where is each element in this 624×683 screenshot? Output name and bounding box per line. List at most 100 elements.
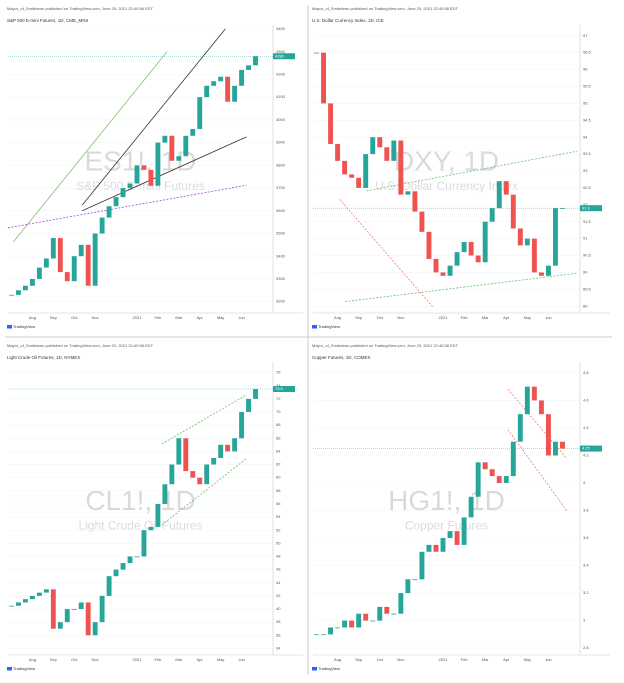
candle xyxy=(253,388,258,399)
y-tick-label: 3200 xyxy=(276,299,286,304)
x-tick-label: Sep xyxy=(355,315,363,320)
trend-line xyxy=(339,199,434,308)
candle xyxy=(524,386,530,415)
candle xyxy=(314,52,319,54)
y-tick-label: 74 xyxy=(276,383,281,388)
candle xyxy=(496,181,502,209)
watermark: ES1!, 1D xyxy=(84,145,196,176)
y-tick-label: 95.5 xyxy=(583,84,592,89)
candle xyxy=(433,544,439,552)
x-tick-label: Aug xyxy=(334,657,341,662)
candle xyxy=(475,462,481,497)
y-tick-label: 46 xyxy=(276,567,281,572)
candle xyxy=(335,143,341,161)
candle xyxy=(64,609,70,623)
y-tick-label: 3500 xyxy=(276,231,286,236)
x-tick-label: Feb xyxy=(461,657,469,662)
candle xyxy=(127,556,133,564)
candle xyxy=(356,177,362,188)
candle xyxy=(22,285,28,291)
candle xyxy=(43,258,49,268)
y-tick-label: 4.6 xyxy=(583,397,589,402)
x-tick-label: Apr xyxy=(503,657,510,662)
last-price-box xyxy=(580,445,602,452)
candle xyxy=(197,477,203,485)
x-tick-label: Nov xyxy=(92,315,99,320)
y-tick-label: 89.5 xyxy=(583,286,592,291)
candle xyxy=(169,464,175,485)
candle xyxy=(148,526,154,531)
candle xyxy=(363,154,369,188)
x-tick-label: Feb xyxy=(154,315,162,320)
watermark-name: U.S. Dollar Currency Index xyxy=(375,179,518,193)
last-price-label: 73.5 xyxy=(275,386,284,391)
candle xyxy=(503,476,509,483)
candle xyxy=(176,156,182,161)
y-tick-label: 2.8 xyxy=(583,645,589,650)
source-logo xyxy=(312,667,317,671)
candle xyxy=(489,208,495,222)
y-tick-label: 64 xyxy=(276,448,281,453)
x-tick-label: Nov xyxy=(397,657,404,662)
y-tick-label: 3.2 xyxy=(583,590,589,595)
x-tick-label: Jun xyxy=(545,657,551,662)
candle xyxy=(225,444,231,452)
y-tick-label: 93 xyxy=(583,168,588,173)
y-tick-label: 91 xyxy=(583,236,588,241)
candle xyxy=(489,469,495,477)
x-tick-label: May xyxy=(217,315,225,320)
source-label: TradingView xyxy=(13,324,35,329)
source-logo xyxy=(312,325,317,329)
source-logo xyxy=(7,667,12,671)
candle xyxy=(405,191,411,195)
candle xyxy=(468,242,474,256)
watermark: HG1!, 1D xyxy=(388,485,505,516)
candle xyxy=(120,563,126,570)
candle xyxy=(71,609,77,610)
y-tick-label: 93.5 xyxy=(583,151,592,156)
chart-title: Copper Futures, 1D, COMEX xyxy=(312,355,371,360)
candle xyxy=(183,135,189,157)
y-tick-label: 44 xyxy=(276,580,281,585)
y-tick-label: 52 xyxy=(276,527,281,532)
candle xyxy=(148,169,154,186)
candle xyxy=(321,634,327,636)
x-tick-label: Mar xyxy=(482,657,490,662)
candle xyxy=(9,605,14,607)
y-tick-label: 40 xyxy=(276,606,281,611)
candle xyxy=(36,267,42,279)
x-tick-label: Apr xyxy=(197,657,204,662)
candle xyxy=(426,544,432,552)
y-tick-label: 60 xyxy=(276,475,281,480)
candle xyxy=(496,476,502,483)
candle xyxy=(335,627,341,629)
watermark-name: Light Crude Oil Futures xyxy=(78,519,202,533)
candle xyxy=(391,140,397,161)
y-tick-label: 4.8 xyxy=(583,370,589,375)
y-tick-label: 89 xyxy=(583,303,588,308)
candle xyxy=(204,464,210,485)
y-tick-label: 3.4 xyxy=(583,563,589,568)
candle xyxy=(468,496,474,518)
candle xyxy=(246,65,251,70)
candle xyxy=(545,265,551,276)
x-tick-label: Oct xyxy=(71,315,78,320)
y-tick-label: 66 xyxy=(276,435,281,440)
candle xyxy=(447,265,453,276)
candle xyxy=(218,76,224,82)
x-tick-label: May xyxy=(524,315,532,320)
y-tick-label: 3900 xyxy=(276,140,286,145)
y-tick-label: 3.8 xyxy=(583,508,589,513)
candle xyxy=(99,595,105,623)
candle xyxy=(113,197,119,207)
candle xyxy=(349,174,355,178)
trend-line xyxy=(81,28,226,206)
candle xyxy=(412,191,418,212)
last-price-box xyxy=(580,205,602,212)
candle xyxy=(419,211,425,232)
last-price-box xyxy=(273,53,295,60)
trend-line xyxy=(161,458,247,526)
candle xyxy=(440,538,446,552)
candle xyxy=(538,272,544,276)
candle xyxy=(211,457,217,465)
